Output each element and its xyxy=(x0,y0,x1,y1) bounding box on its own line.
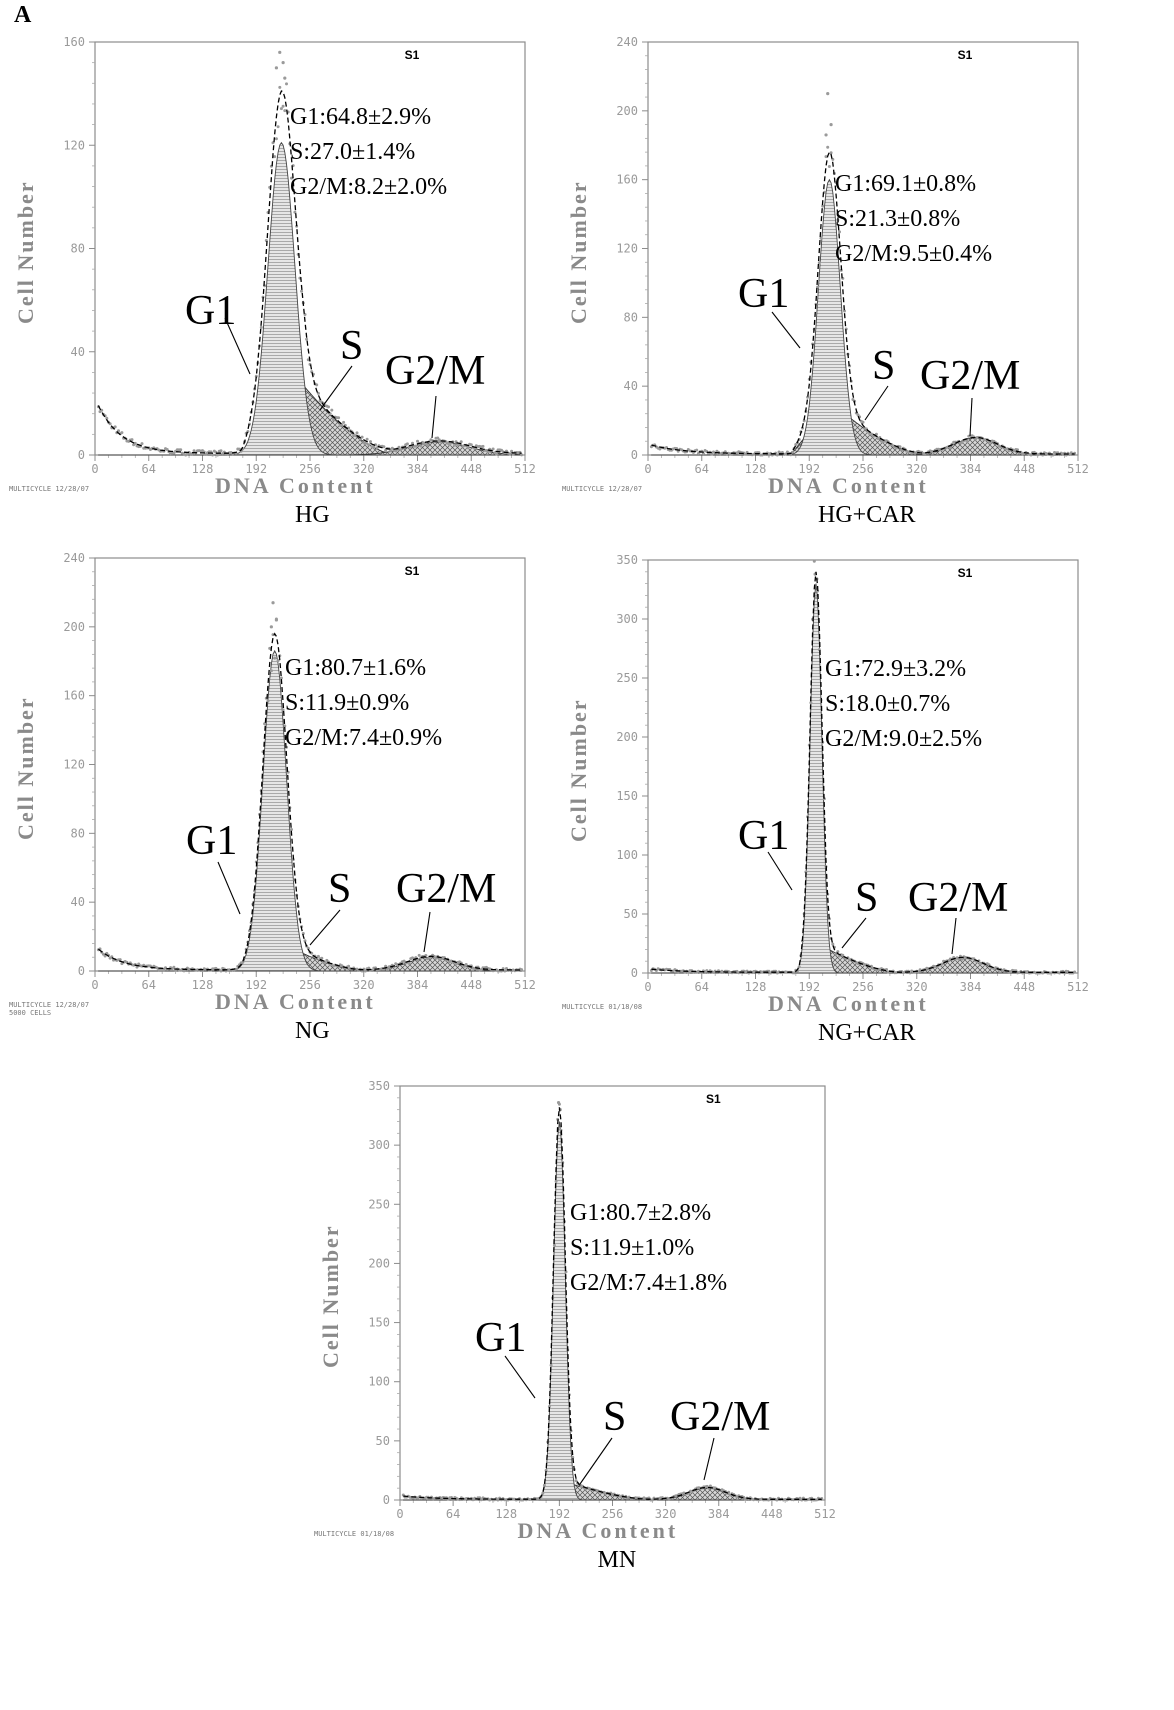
data-point xyxy=(543,1484,546,1487)
x-tick-label: 64 xyxy=(446,1507,460,1521)
x-tick-label: 128 xyxy=(495,1507,517,1521)
model-fit-envelope xyxy=(403,1107,821,1499)
x-tick-label: 512 xyxy=(814,1507,836,1521)
s-label: S xyxy=(603,1396,626,1438)
x-axis-label: DNA Content xyxy=(518,1518,679,1544)
x-tick-label: 384 xyxy=(708,1507,730,1521)
software-footer: MULTICYCLE 01/18/08 xyxy=(314,1530,394,1538)
data-point xyxy=(541,1492,544,1495)
g2m-leader-line xyxy=(704,1438,714,1480)
sample-tag: S1 xyxy=(706,1092,721,1106)
y-tick-label: 50 xyxy=(376,1434,390,1448)
data-point xyxy=(557,1101,560,1104)
g2m-label: G2/M xyxy=(670,1396,770,1438)
data-point xyxy=(553,1244,556,1247)
g1-leader-line xyxy=(505,1356,535,1398)
g1-phase-area xyxy=(403,1122,821,1501)
g1-label: G1 xyxy=(475,1317,526,1359)
y-tick-label: 350 xyxy=(368,1079,390,1093)
data-point xyxy=(550,1364,553,1367)
y-tick-label: 250 xyxy=(368,1197,390,1211)
y-tick-label: 150 xyxy=(368,1316,390,1330)
x-tick-label: 0 xyxy=(396,1507,403,1521)
data-point xyxy=(555,1180,558,1183)
y-tick-label: 100 xyxy=(368,1375,390,1389)
y-axis-label: Cell Number xyxy=(318,1224,344,1368)
phase-statistic-line: G1:80.7±2.8% xyxy=(570,1196,727,1231)
data-points xyxy=(402,1101,823,1502)
condition-label: MN xyxy=(598,1547,637,1574)
x-tick-label: 448 xyxy=(761,1507,783,1521)
y-tick-label: 200 xyxy=(368,1256,390,1270)
phase-statistic-line: S:11.9±1.0% xyxy=(570,1231,727,1266)
s-leader-line xyxy=(580,1438,612,1484)
phase-statistic-line: G2/M:7.4±1.8% xyxy=(570,1266,727,1301)
phase-statistics: G1:80.7±2.8% S:11.9±1.0% G2/M:7.4±1.8% xyxy=(570,1196,727,1301)
y-tick-label: 300 xyxy=(368,1138,390,1152)
y-tick-label: 0 xyxy=(383,1493,390,1507)
